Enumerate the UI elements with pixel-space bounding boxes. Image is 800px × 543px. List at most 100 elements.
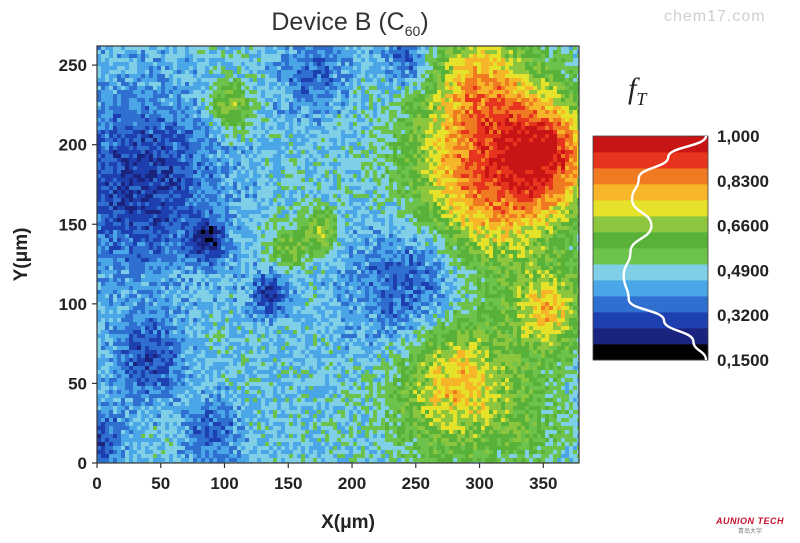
heatmap-cell xyxy=(105,142,110,147)
heatmap-cell xyxy=(373,138,378,143)
heatmap-cell xyxy=(289,54,294,59)
heatmap-cell xyxy=(281,114,286,119)
heatmap-cell xyxy=(561,178,566,183)
heatmap-cell xyxy=(249,142,254,147)
colorbar-title: fT xyxy=(628,72,647,109)
heatmap-cell xyxy=(193,146,198,151)
heatmap-cell xyxy=(425,206,430,211)
heatmap-cell xyxy=(417,166,422,171)
heatmap-cell xyxy=(205,50,210,55)
heatmap-cell xyxy=(173,142,178,147)
heatmap-cell xyxy=(393,198,398,203)
heatmap-cell xyxy=(425,198,430,203)
heatmap-cell xyxy=(485,178,490,183)
heatmap-cell xyxy=(473,154,478,159)
heatmap-cell xyxy=(417,94,422,99)
heatmap-cell xyxy=(313,142,318,147)
heatmap-cell xyxy=(525,166,530,171)
heatmap-cell xyxy=(445,134,450,139)
heatmap-cell xyxy=(297,190,302,195)
heatmap-cell xyxy=(441,50,446,55)
heatmap-cell xyxy=(341,106,346,111)
heatmap-cell xyxy=(565,186,570,191)
heatmap-cell xyxy=(129,90,134,95)
heatmap-cell xyxy=(561,190,566,195)
heatmap-cell xyxy=(505,194,510,199)
heatmap-cell xyxy=(377,106,382,111)
heatmap-cell xyxy=(273,114,278,119)
heatmap-cell xyxy=(421,182,426,187)
heatmap-cell xyxy=(305,162,310,167)
heatmap-cell xyxy=(265,182,270,187)
heatmap-cell xyxy=(337,74,342,79)
heatmap-cell xyxy=(329,194,334,199)
heatmap-cell xyxy=(253,106,258,111)
heatmap-cell xyxy=(353,86,358,91)
heatmap-cell xyxy=(341,134,346,139)
heatmap-cell xyxy=(245,202,250,207)
heatmap-cell xyxy=(501,70,506,75)
heatmap-cell xyxy=(109,46,114,51)
heatmap-cell xyxy=(293,122,298,127)
heatmap-cell xyxy=(133,94,138,99)
heatmap-cell xyxy=(333,130,338,135)
heatmap-cell xyxy=(257,158,262,163)
heatmap-cell xyxy=(137,150,142,155)
heatmap-cell xyxy=(413,62,418,67)
heatmap-cell xyxy=(121,134,126,139)
heatmap-cell xyxy=(349,182,354,187)
heatmap-cell xyxy=(173,114,178,119)
heatmap-cell xyxy=(125,182,130,187)
heatmap-cell xyxy=(405,82,410,87)
heatmap-cell xyxy=(565,206,570,211)
heatmap-cell xyxy=(193,150,198,155)
heatmap-cell xyxy=(405,190,410,195)
heatmap-cell xyxy=(421,90,426,95)
heatmap-cell xyxy=(201,202,206,207)
heatmap-cell xyxy=(105,154,110,159)
heatmap-cell xyxy=(145,130,150,135)
heatmap-cell xyxy=(389,142,394,147)
heatmap-cell xyxy=(361,150,366,155)
heatmap-cell xyxy=(165,138,170,143)
heatmap-cell xyxy=(241,86,246,91)
heatmap-cell xyxy=(557,70,562,75)
heatmap-cell xyxy=(321,86,326,91)
heatmap-cell xyxy=(109,58,114,63)
heatmap-cell xyxy=(509,170,514,175)
heatmap-cell xyxy=(549,194,554,199)
heatmap-cell xyxy=(109,78,114,83)
heatmap-cell xyxy=(117,146,122,151)
heatmap-cell xyxy=(577,66,580,71)
heatmap-cell xyxy=(125,162,130,167)
heatmap-cell xyxy=(557,162,562,167)
heatmap-cell xyxy=(509,154,514,159)
heatmap-cell xyxy=(457,94,462,99)
heatmap-cell xyxy=(357,190,362,195)
heatmap-cell xyxy=(337,110,342,115)
heatmap-cell xyxy=(489,126,494,131)
heatmap-cell xyxy=(289,46,294,51)
heatmap-cell xyxy=(117,162,122,167)
heatmap-cell xyxy=(169,122,174,127)
heatmap-cell xyxy=(349,202,354,207)
heatmap-cell xyxy=(181,102,186,107)
heatmap-cell xyxy=(125,206,130,211)
heatmap-cell xyxy=(261,202,266,207)
heatmap-cell xyxy=(141,174,146,179)
heatmap-cell xyxy=(333,98,338,103)
heatmap-cell xyxy=(541,130,546,135)
heatmap-cell xyxy=(465,154,470,159)
heatmap-cell xyxy=(197,162,202,167)
heatmap-cell xyxy=(209,114,214,119)
heatmap-cell xyxy=(305,66,310,71)
heatmap-cell xyxy=(121,198,126,203)
heatmap-cell xyxy=(181,122,186,127)
heatmap-cell xyxy=(245,98,250,103)
heatmap-cell xyxy=(197,170,202,175)
heatmap-cell xyxy=(221,90,226,95)
heatmap-cell xyxy=(421,158,426,163)
heatmap-cell xyxy=(389,126,394,131)
heatmap-cell xyxy=(461,162,466,167)
heatmap-cell xyxy=(413,118,418,123)
